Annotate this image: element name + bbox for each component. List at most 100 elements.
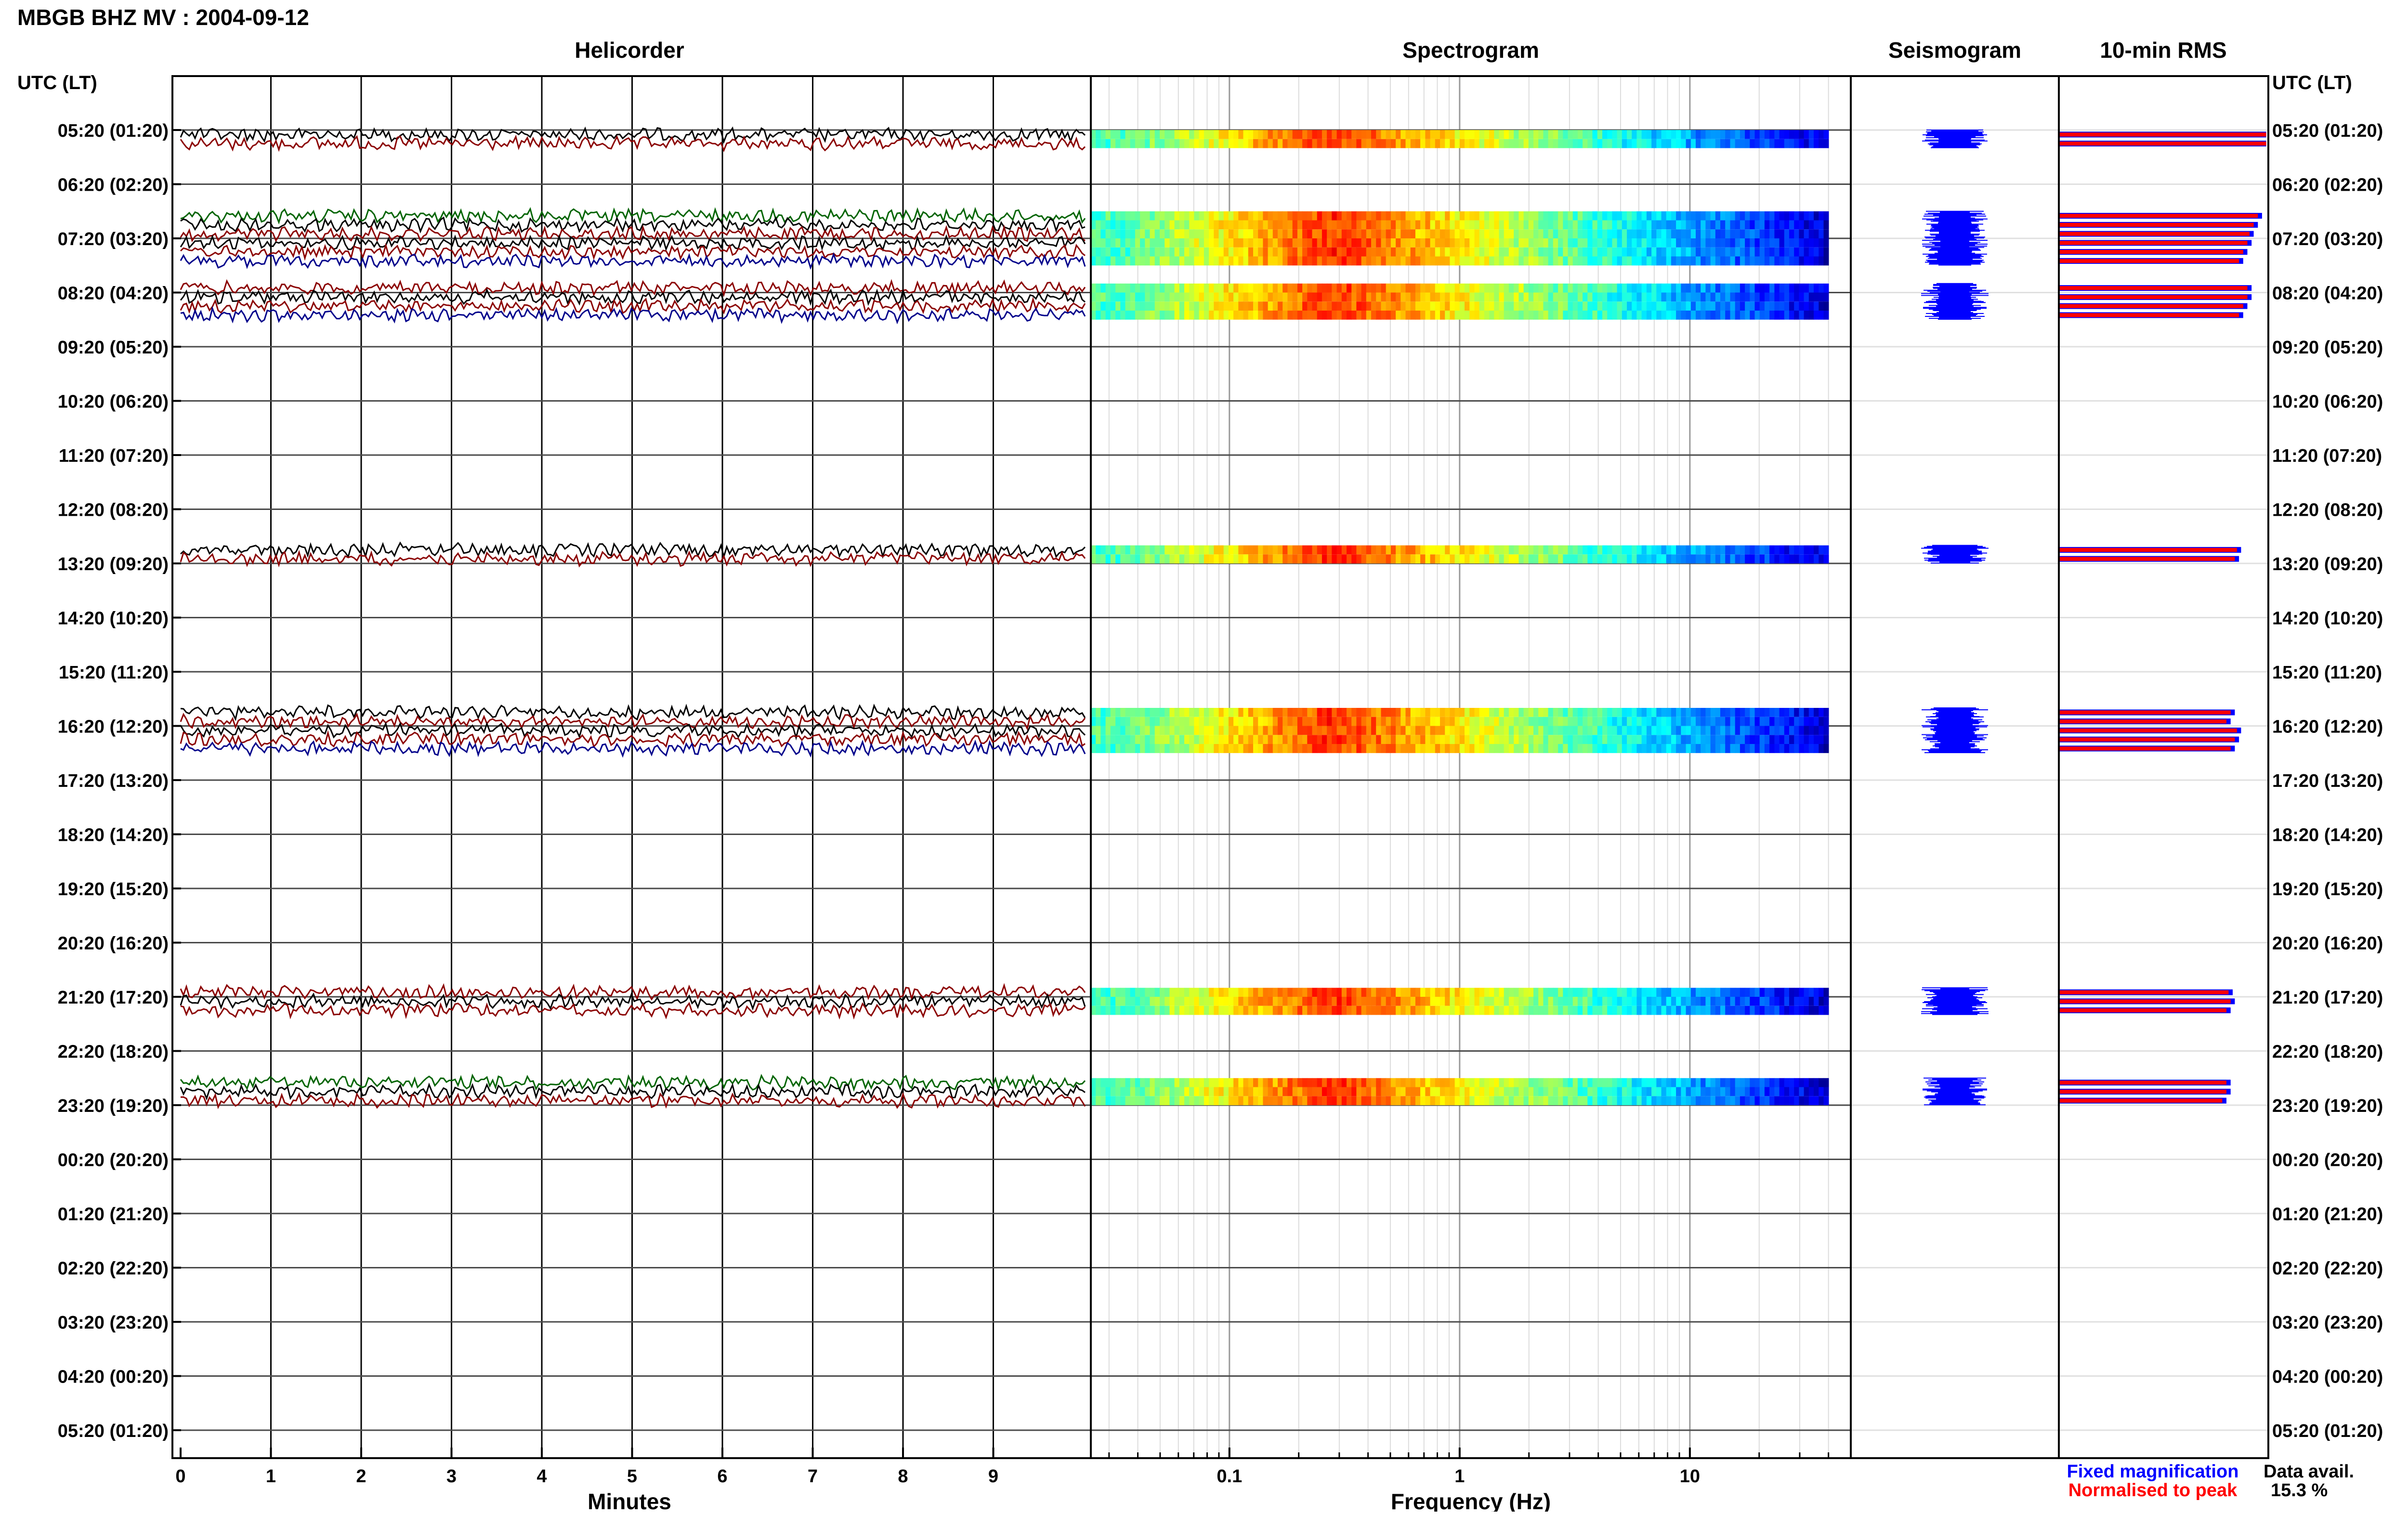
spectrogram-cell	[1218, 717, 1224, 726]
spectrogram-cell	[1228, 997, 1234, 1006]
rms-normalised-bar	[2059, 250, 2243, 254]
spectrogram-cell	[1705, 1087, 1711, 1096]
minute-tick-label: 1	[266, 1466, 276, 1487]
spectrogram-cell	[1110, 744, 1116, 753]
spectrogram-cell	[1263, 554, 1269, 564]
spectrogram-cell	[1479, 283, 1485, 293]
spectrogram-cell	[1307, 292, 1313, 302]
spectrogram-cell	[1528, 256, 1534, 266]
spectrogram-cell	[1563, 726, 1569, 735]
spectrogram-cell	[1243, 708, 1249, 717]
spectrogram-cell	[1233, 1005, 1239, 1015]
spectrogram-cell	[1302, 997, 1308, 1006]
spectrogram-cell	[1563, 717, 1569, 726]
spectrogram-cell	[1459, 997, 1465, 1006]
spectrogram-cell	[1794, 554, 1800, 564]
spectrogram-cell	[1686, 1078, 1691, 1087]
spectrogram-cell	[1307, 708, 1313, 717]
spectrogram-cell	[1125, 256, 1131, 266]
spectrogram-cell	[1376, 1096, 1382, 1106]
spectrogram-cell	[1179, 708, 1185, 717]
spectrogram-cell	[1784, 247, 1790, 257]
spectrogram-cell	[1130, 554, 1136, 564]
spectrogram-cell	[1199, 1096, 1204, 1106]
spectrogram-cell	[1681, 1078, 1687, 1087]
spectrogram-cell	[1169, 139, 1175, 148]
spectrogram-cell	[1140, 1087, 1146, 1096]
spectrogram-cell	[1105, 735, 1111, 744]
spectrogram-cell	[1720, 988, 1726, 997]
spectrogram-cell	[1789, 301, 1794, 311]
spectrogram-cell	[1366, 130, 1372, 139]
spectrogram-cell	[1233, 1087, 1239, 1096]
spectrogram-cell	[1361, 717, 1367, 726]
spectrogram-cell	[1528, 717, 1534, 726]
spectrogram-cell	[1440, 708, 1445, 717]
helicorder-trace	[180, 207, 1086, 225]
spectrogram-cell	[1297, 301, 1303, 311]
spectrogram-cell	[1272, 211, 1278, 221]
spectrogram-cell	[1179, 554, 1185, 564]
spectrogram-cell	[1617, 708, 1623, 717]
spectrogram-cell	[1096, 292, 1101, 302]
spectrogram-cell	[1676, 545, 1682, 555]
spectrogram-cell	[1233, 301, 1239, 311]
spectrogram-cell	[1548, 247, 1554, 257]
spectrogram-cell	[1400, 229, 1406, 239]
spectrogram-cell	[1750, 735, 1755, 744]
spectrogram-cell	[1612, 545, 1618, 555]
spectrogram-cell	[1272, 311, 1278, 320]
spectrogram-cell	[1420, 997, 1426, 1006]
spectrogram-cell	[1361, 256, 1367, 266]
spectrogram-cell	[1160, 220, 1165, 230]
spectrogram-cell	[1390, 220, 1396, 230]
spectrogram-cell	[1499, 744, 1505, 753]
spectrogram-cell	[1528, 292, 1534, 302]
spectrogram-cell	[1100, 292, 1106, 302]
spectrogram-cell	[1607, 283, 1613, 293]
spectrogram-cell	[1307, 726, 1313, 735]
spectrogram-cell	[1297, 256, 1303, 266]
spectrogram-cell	[1769, 211, 1775, 221]
spectrogram-cell	[1425, 256, 1431, 266]
spectrogram-cell	[1347, 997, 1352, 1006]
spectrogram-cell	[1597, 1087, 1603, 1096]
spectrogram-cell	[1218, 1096, 1224, 1106]
spectrogram-cell	[1715, 726, 1721, 735]
spectrogram-cell	[1759, 1087, 1765, 1096]
spectrogram-cell	[1332, 211, 1337, 221]
spectrogram-cell	[1430, 311, 1436, 320]
spectrogram-cell	[1243, 229, 1249, 239]
spectrogram-cell	[1386, 1005, 1391, 1015]
spectrogram-cell	[1745, 301, 1751, 311]
spectrogram-cell	[1415, 220, 1421, 230]
spectrogram-cell	[1494, 708, 1500, 717]
hour-label-left: 04:20 (00:20)	[58, 1367, 169, 1387]
spectrogram-cell	[1720, 229, 1726, 239]
spectrogram-cell	[1636, 717, 1642, 726]
spectrogram-cell	[1390, 139, 1396, 148]
spectrogram-cell	[1268, 211, 1273, 221]
spectrogram-cell	[1396, 717, 1401, 726]
spectrogram-cell	[1238, 735, 1244, 744]
spectrogram-cell	[1671, 545, 1676, 555]
spectrogram-cell	[1307, 717, 1313, 726]
spectrogram-cell	[1307, 130, 1313, 139]
spectrogram-cell	[1583, 292, 1588, 302]
spectrogram-cell	[1272, 1087, 1278, 1096]
spectrogram-cell	[1459, 1078, 1465, 1087]
spectrogram-cell	[1754, 1005, 1760, 1015]
spectrogram-cell	[1214, 988, 1219, 997]
spectrogram-cell	[1720, 238, 1726, 248]
seismogram-burst	[1924, 554, 1986, 564]
spectrogram-cell	[1784, 726, 1790, 735]
spectrogram-cell	[1381, 1005, 1387, 1015]
spectrogram-cell	[1371, 708, 1376, 717]
rms-normalised-bar	[2059, 1008, 2226, 1013]
spectrogram-cell	[1248, 717, 1254, 726]
spectrogram-cell	[1214, 311, 1219, 320]
spectrogram-cell	[1735, 1078, 1741, 1087]
spectrogram-cell	[1140, 988, 1146, 997]
spectrogram-cell	[1218, 130, 1224, 139]
spectrogram-cell	[1356, 1078, 1362, 1087]
